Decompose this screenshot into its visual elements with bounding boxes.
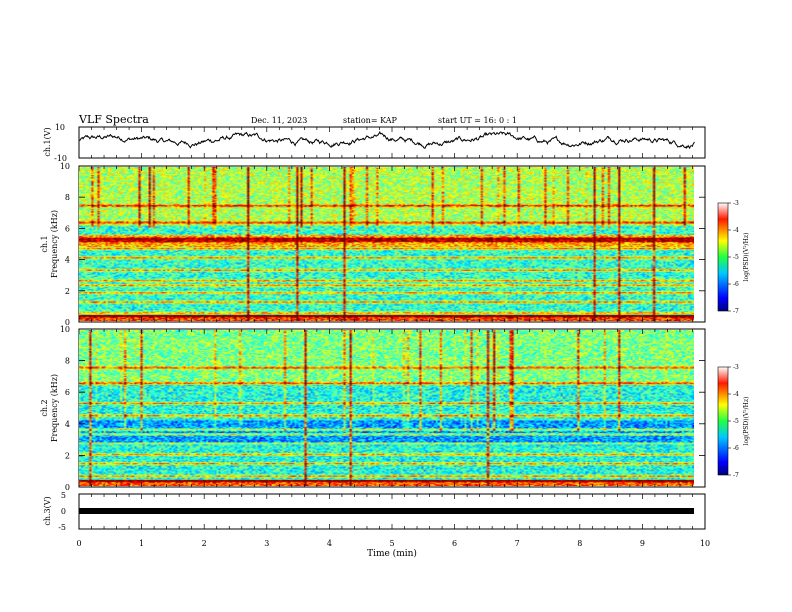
ch1-colorbar: -3 -4 -5 -6 -7 log(PSD)(V²/Hz) xyxy=(717,200,750,315)
time-tick-label: 8 xyxy=(577,539,582,548)
time-tick-label: 10 xyxy=(700,539,710,548)
ch1-spectrogram-image xyxy=(79,167,694,321)
ch1-spectrogram-panel: 0 2 4 6 8 10 ch.1 Frequency (kHz) xyxy=(40,162,706,327)
ch1-spectrogram-ylabel: Frequency (kHz) xyxy=(50,210,59,278)
cb2-label: -7 xyxy=(733,472,739,479)
yt1-label: 4 xyxy=(65,256,70,265)
cb1-label: -6 xyxy=(733,281,739,288)
ch2-colorbar: -3 -4 -5 -6 -7 log(PSD)(V²/Hz) xyxy=(717,364,750,479)
cb2-label: -3 xyxy=(733,364,739,371)
ch2-spectrogram-panel: 0 2 4 6 8 10 ch.2 Frequency (kHz) xyxy=(40,325,706,492)
time-tick-label: 2 xyxy=(202,539,207,548)
time-tick-label: 3 xyxy=(264,539,269,548)
ch1-colorbar-scale xyxy=(717,202,729,312)
ch2-colorbar-scale xyxy=(717,366,729,476)
time-axis-ticks xyxy=(78,127,706,529)
yt1-label: 6 xyxy=(65,224,70,233)
ch2-spectrogram-image xyxy=(79,330,694,486)
yt2-label: 8 xyxy=(65,357,70,366)
yt2-label: 2 xyxy=(65,451,70,460)
ch2-colorbar-ticks: -3 -4 -5 -6 -7 xyxy=(728,364,739,479)
yt2-label: 4 xyxy=(65,420,70,429)
ch1-ylabel: ch.1(V) xyxy=(43,127,52,156)
cb1-label: -5 xyxy=(733,254,739,261)
ch2-spectrogram-channel-label: ch.2 xyxy=(40,399,49,416)
start-time-label: start UT = 16: 0 : 1 xyxy=(438,116,517,125)
time-tick-label: 6 xyxy=(452,539,457,548)
yt2-label: 10 xyxy=(60,325,70,334)
ch1-colorbar-ticks: -3 -4 -5 -6 -7 xyxy=(728,200,739,315)
time-tick-label: 7 xyxy=(515,539,520,548)
ch1-colorbar-label: log(PSD)(V²/Hz) xyxy=(743,233,750,282)
figure-title: VLF Spectra xyxy=(78,113,149,126)
yt1-label: 0 xyxy=(65,318,70,327)
ch3-signal-panel: 5 0 -5 ch.3(V) xyxy=(43,491,706,532)
ch3-ytick-5: 5 xyxy=(61,491,66,500)
ch3-ytick-0: 0 xyxy=(61,507,66,516)
time-tick-label: 1 xyxy=(139,539,144,548)
time-axis-tick-labels: 0 1 2 3 4 5 6 7 8 9 10 xyxy=(76,539,710,548)
date-label: Dec. 11, 2023 xyxy=(251,116,307,125)
time-tick-label: 4 xyxy=(327,539,332,548)
yt1-label: 2 xyxy=(65,287,70,296)
ch2-spectrogram-yticks: 0 2 4 6 8 10 xyxy=(60,325,705,492)
ch1-waveform-trace xyxy=(78,130,695,150)
yt2-label: 6 xyxy=(65,388,70,397)
cb1-label: -4 xyxy=(733,227,739,234)
time-tick-label: 5 xyxy=(389,539,394,548)
station-label: station= KAP xyxy=(343,116,398,125)
cb2-label: -5 xyxy=(733,418,739,425)
ch2-spectrogram-ylabel: Frequency (kHz) xyxy=(50,374,59,442)
cb2-label: -4 xyxy=(733,391,739,398)
yt1-label: 10 xyxy=(60,162,70,171)
ch1-spectrogram-channel-label: ch.1 xyxy=(40,235,49,252)
ch1-ytick-top: 10 xyxy=(55,123,65,132)
ch2-colorbar-label: log(PSD)(V²/Hz) xyxy=(743,397,750,446)
time-tick-label: 9 xyxy=(640,539,645,548)
ch3-ylabel: ch.3(V) xyxy=(43,496,52,525)
ch1-ytick-bottom: -10 xyxy=(54,154,67,163)
ch1-waveform-panel: 10 -10 ch.1(V) xyxy=(43,123,706,163)
ch1-spectrogram-yticks: 0 2 4 6 8 10 xyxy=(60,162,705,327)
time-axis-label: Time (min) xyxy=(367,548,417,559)
yt2-label: 0 xyxy=(65,483,70,492)
time-tick-label: 0 xyxy=(76,539,81,548)
cb1-label: -3 xyxy=(733,200,739,207)
yt1-label: 8 xyxy=(65,193,70,202)
cb2-label: -6 xyxy=(733,445,739,452)
cb1-label: -7 xyxy=(733,308,739,315)
ch3-ytick-minus5: -5 xyxy=(58,523,66,532)
ch3-signal-trace xyxy=(79,508,694,514)
